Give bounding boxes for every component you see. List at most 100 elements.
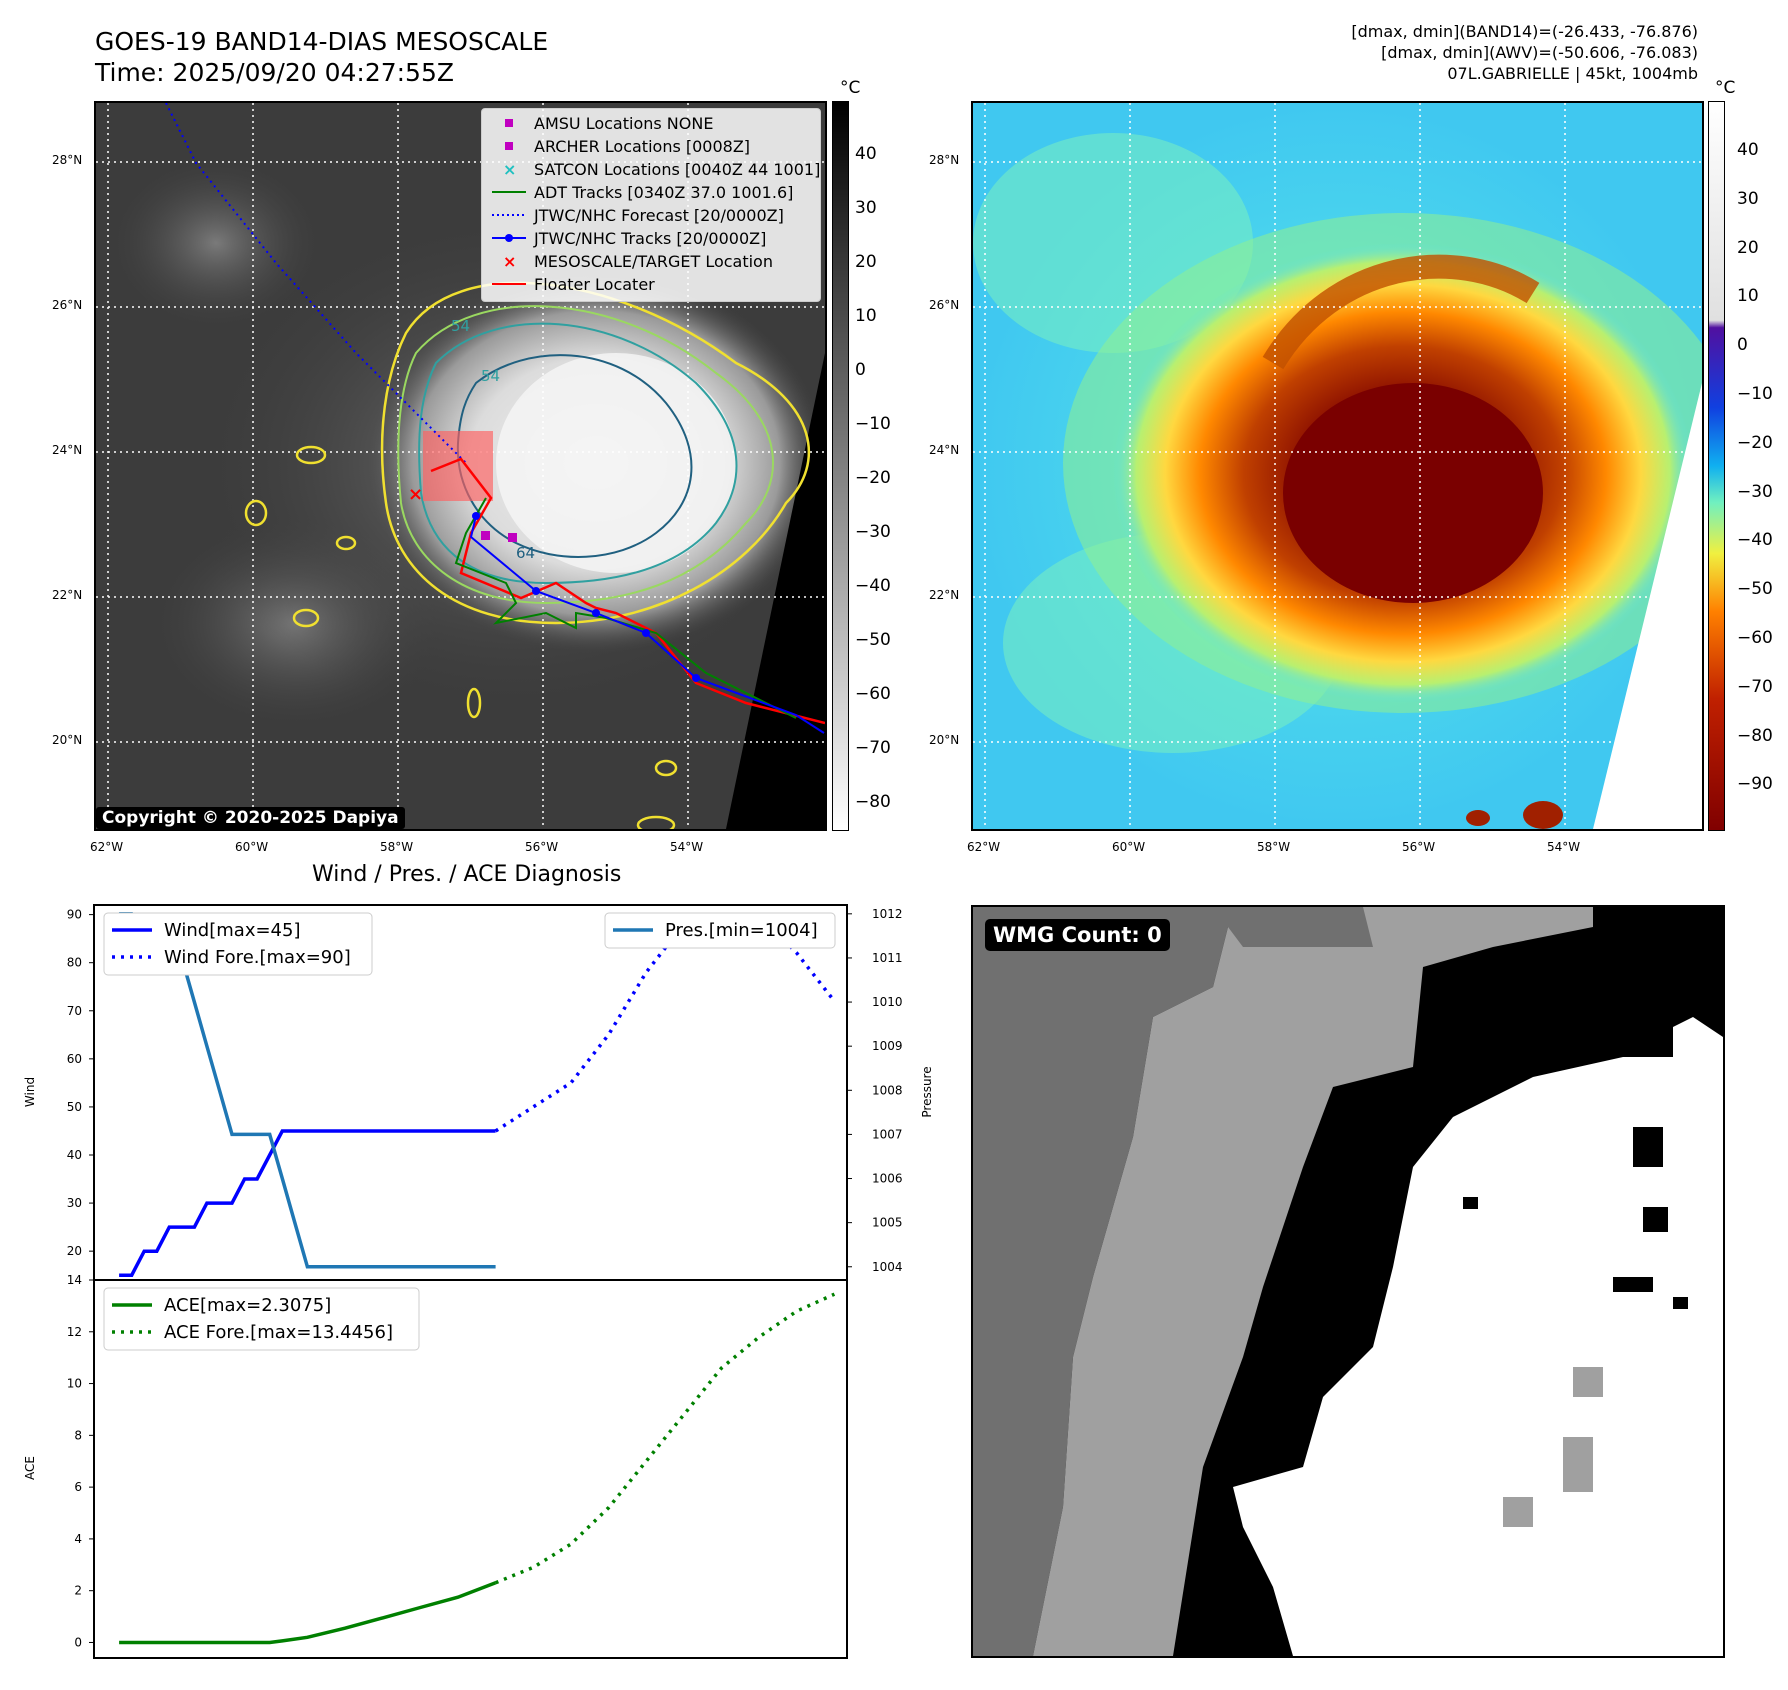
colorbar-color-tick: −10 — [1737, 384, 1773, 404]
colorbar-gray-tick: 10 — [855, 306, 877, 326]
color-map-panel — [971, 101, 1704, 831]
wmg-image — [973, 907, 1723, 1656]
colorbar-color-tick: 40 — [1737, 140, 1759, 160]
diagnosis-title: Wind / Pres. / ACE Diagnosis — [312, 862, 622, 887]
y-right-tick-label: 1012 — [872, 907, 903, 921]
colorbar-gray-tick: −80 — [855, 792, 891, 812]
svg-text:×: × — [503, 160, 516, 179]
legend-label: ACE[max=2.3075] — [164, 1295, 331, 1316]
y-tick-label: 80 — [67, 956, 82, 970]
wind-axis-label: Wind — [23, 1077, 37, 1107]
lat-label: 24°N — [929, 443, 960, 457]
colorbar-color-tick: −70 — [1737, 676, 1773, 697]
series-line — [494, 1292, 836, 1585]
y-tick-label: 14 — [67, 1273, 82, 1287]
pressure-axis-label: Pressure — [920, 1066, 934, 1117]
archer-marker — [508, 533, 517, 542]
y-right-tick-label: 1006 — [872, 1172, 903, 1186]
lon-label: 58°W — [380, 840, 414, 854]
y-right-tick-label: 1008 — [872, 1083, 903, 1097]
chart-legend — [103, 912, 373, 976]
y-right-tick-label: 1007 — [872, 1127, 903, 1141]
info-awv-range: [dmax, dmin](AWV)=(-50.606, -76.083) — [1381, 43, 1698, 62]
colorbar-gray-tick: −50 — [855, 630, 891, 650]
colorbar-gray-tick: −60 — [855, 684, 891, 704]
colorbar-gray-tick: −30 — [855, 522, 891, 542]
map-legend: AMSU Locations NONE ARCHER Locations [00… — [481, 108, 821, 302]
contour-label-64: 64 — [516, 544, 535, 562]
y-tick-label: 8 — [74, 1428, 82, 1442]
y-right-tick-label: 1005 — [872, 1216, 903, 1230]
y-tick-label: 50 — [67, 1100, 82, 1114]
colorbar-gray-tick: 0 — [855, 360, 866, 380]
info-storm: 07L.GABRIELLE | 45kt, 1004mb — [1447, 64, 1698, 83]
colorbar-color-tick: −80 — [1737, 725, 1773, 746]
lon-label: 60°W — [1112, 840, 1146, 854]
ace-panel: 0 2 4 6 8 10 12 14 ACE ACE[max=2.3075] ACE Fore.[m… — [23, 1273, 848, 1659]
legend-label: Pres.[min=1004] — [665, 920, 818, 941]
ace-axis-label: ACE — [23, 1456, 37, 1480]
y-right-tick-label: 1011 — [872, 951, 903, 965]
colorbar-color-tick: −90 — [1737, 774, 1773, 795]
colorbar-color-tick: −50 — [1737, 579, 1773, 600]
legend-label: ACE Fore.[max=13.4456] — [164, 1322, 393, 1343]
colorbar-gray-tick: −20 — [855, 468, 891, 488]
y-tick-label: 90 — [67, 908, 82, 922]
lat-label: 26°N — [929, 298, 960, 312]
ir-map-panel: 54 54 64 × AMSU Locations NONE ARCHER Lo… — [94, 101, 827, 831]
y-tick-label: 40 — [67, 1148, 82, 1162]
legend-label: Wind Fore.[max=90] — [164, 947, 351, 968]
y-tick-label: 0 — [74, 1635, 82, 1649]
forecast-track — [165, 103, 467, 464]
lat-label: 20°N — [52, 733, 83, 747]
wmg-count-badge: WMG Count: 0 — [985, 919, 1170, 951]
diagnosis-chart: 2030405060708090100410051006100710081009… — [23, 904, 934, 1659]
y-tick-label: 10 — [67, 1377, 82, 1391]
figure-time: Time: 2025/09/20 04:27:55Z — [95, 58, 454, 87]
colorbar-color — [1708, 101, 1725, 831]
colorbar-color-tick: 10 — [1737, 286, 1759, 307]
lat-label: 26°N — [52, 298, 83, 312]
contour-label-54a: 54 — [451, 317, 470, 335]
contour-label-54b: 54 — [481, 367, 500, 385]
colorbar-gray-tick: 20 — [855, 252, 877, 272]
y-tick-label: 4 — [74, 1532, 82, 1546]
lon-label: 62°W — [967, 840, 1001, 854]
colorbar-color-tick: 0 — [1737, 335, 1748, 356]
lon-label: 56°W — [525, 840, 559, 854]
lon-label: 54°W — [670, 840, 704, 854]
colorbar-color-tick: 30 — [1737, 188, 1759, 209]
colorbar-gray-tick: 40 — [855, 144, 877, 164]
color-map-image — [973, 103, 1702, 829]
wind-pressure-panel: 20 30 40 50 60 70 80 90 1004 1005 1006 1007 1008 1009… — [23, 904, 934, 1281]
y-right-tick-label: 1004 — [872, 1260, 903, 1274]
lon-label: 56°W — [1402, 840, 1436, 854]
copyright-badge: Copyright © 2020-2025 Dapiya — [96, 807, 405, 829]
figure-title: GOES-19 BAND14-DIAS MESOSCALE — [95, 27, 549, 56]
colorbar-color-tick: −40 — [1737, 530, 1773, 551]
colorbar-gray-tick: −10 — [855, 414, 891, 434]
y-tick-label: 70 — [67, 1004, 82, 1018]
lon-label: 62°W — [90, 840, 124, 854]
floater-track — [430, 457, 825, 725]
lon-label: 58°W — [1257, 840, 1291, 854]
svg-text:×: × — [503, 252, 516, 271]
colorbar-color-tick: −60 — [1737, 628, 1773, 648]
colorbar-color-tick: −20 — [1737, 432, 1773, 453]
y-tick-label: 30 — [67, 1196, 82, 1210]
series-line — [119, 1129, 496, 1277]
y-tick-label: 2 — [74, 1584, 82, 1598]
y-tick-label: 6 — [74, 1480, 82, 1494]
colorbar-color-unit: °C — [1715, 78, 1736, 98]
archer-marker — [481, 531, 490, 540]
chart-legend — [103, 1287, 420, 1351]
legend-label: Wind[max=45] — [164, 920, 301, 941]
plot-frame — [93, 1279, 848, 1659]
lon-label: 54°W — [1547, 840, 1581, 854]
colorbar-gray-unit: °C — [840, 78, 861, 98]
y-tick-label: 20 — [67, 1244, 82, 1258]
y-tick-label: 12 — [67, 1325, 82, 1339]
info-band14-range: [dmax, dmin](BAND14)=(-26.433, -76.876) — [1351, 22, 1698, 41]
y-right-tick-label: 1009 — [872, 1039, 903, 1053]
floater-box — [423, 431, 493, 501]
